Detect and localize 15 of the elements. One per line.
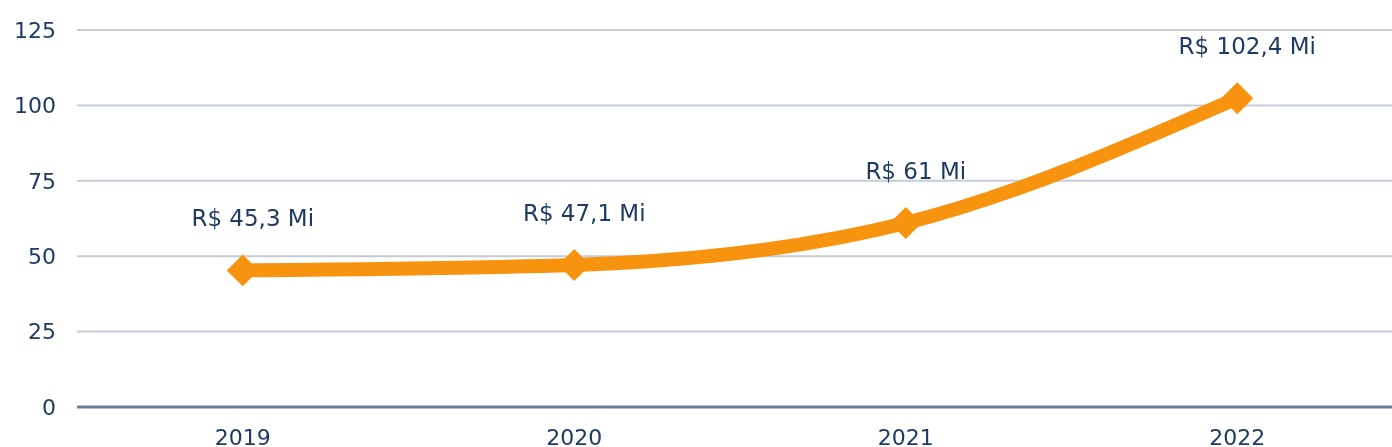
- point: [1221, 82, 1254, 115]
- data-label: R$ 61 Mi: [865, 158, 967, 185]
- y-tick-label: 25: [28, 319, 56, 345]
- y-tick-label: 100: [14, 93, 56, 119]
- y-tick-label: 75: [28, 168, 56, 194]
- y-tick-label: 50: [28, 243, 56, 269]
- x-tick-label: 2021: [877, 425, 934, 447]
- data-label: R$ 102,4 Mi: [1178, 33, 1316, 60]
- data-label: R$ 45,3 Mi: [191, 205, 315, 232]
- data-label: R$ 47,1 Mi: [522, 199, 646, 226]
- y-tick-label: 0: [42, 394, 56, 420]
- x-tick-label: 2022: [1209, 425, 1266, 447]
- x-tick-label: 2019: [214, 425, 271, 447]
- y-tick-label: 125: [14, 17, 56, 43]
- x-tick-label: 2020: [546, 425, 603, 447]
